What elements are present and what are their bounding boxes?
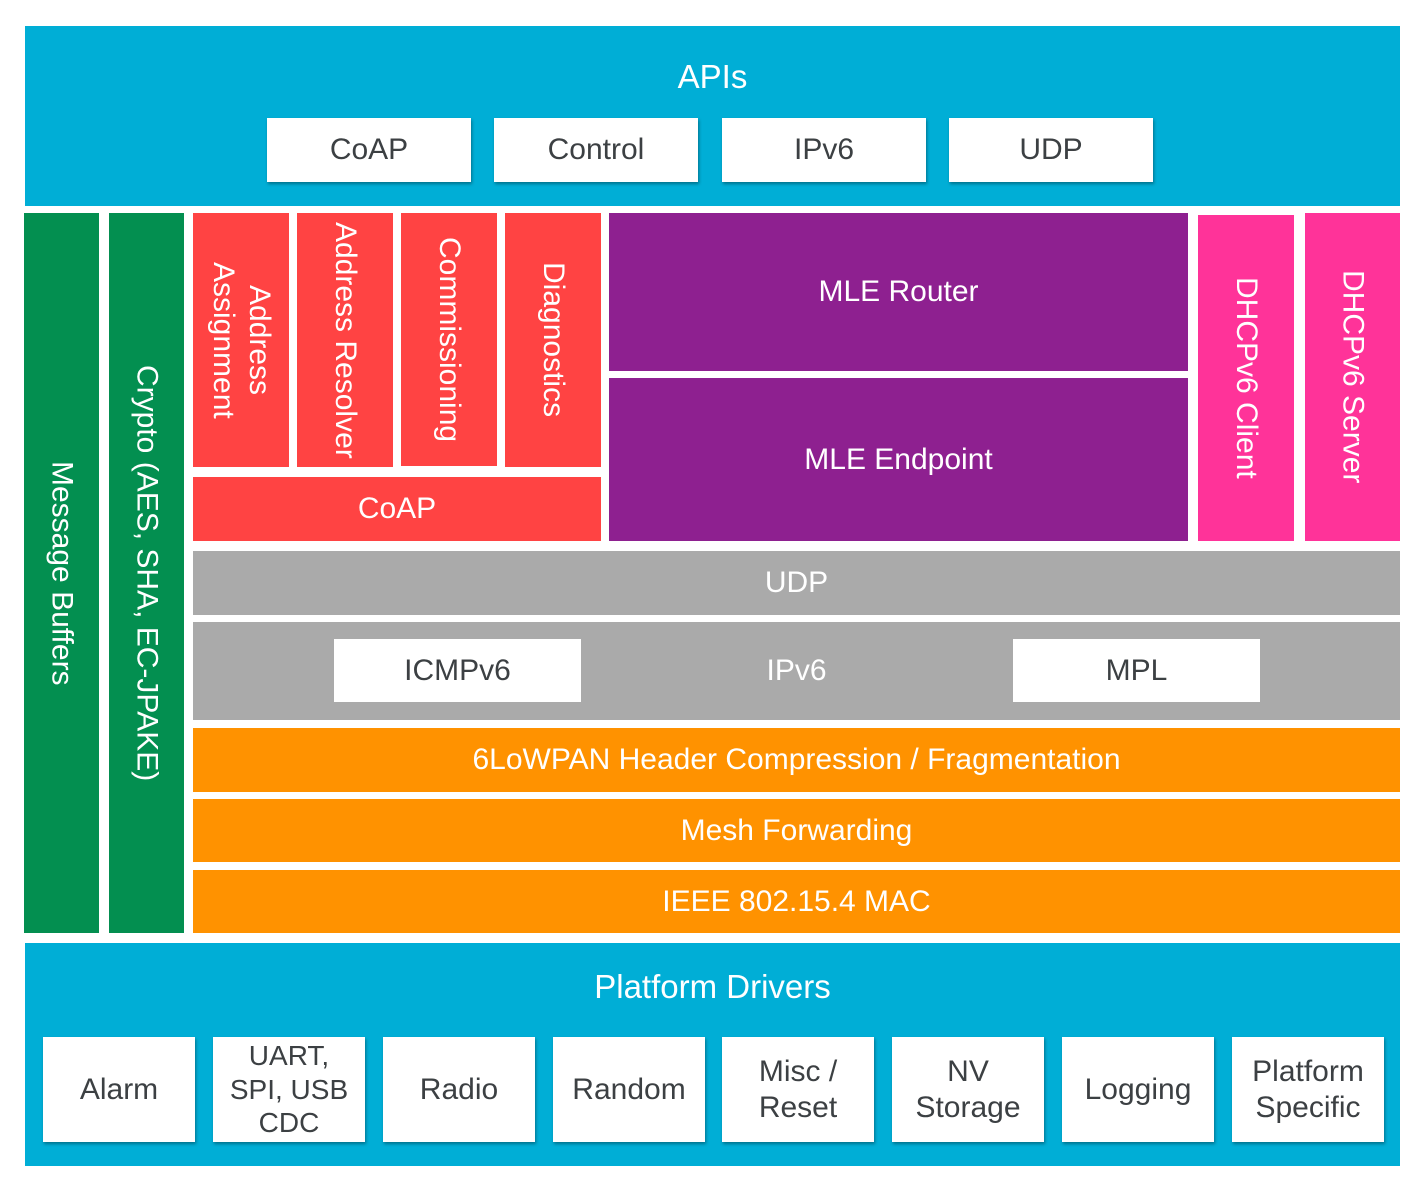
driver-random: Random <box>553 1037 705 1142</box>
api-udp: UDP <box>949 118 1153 182</box>
api-coap: CoAP <box>267 118 471 182</box>
udp-layer: UDP <box>193 551 1400 615</box>
coap-block: CoAP <box>193 477 601 541</box>
crypto-block: Crypto (AES, SHA, EC-JPAKE) <box>109 213 184 933</box>
driver-alarm: Alarm <box>43 1037 195 1142</box>
apis-layer <box>25 26 1400 206</box>
address-resolver-block: Address Resolver <box>297 213 393 467</box>
platform-drivers-title: Platform Drivers <box>594 968 831 1005</box>
api-control: Control <box>494 118 698 182</box>
driver-uart-spi-usb: UART, SPI, USB CDC <box>213 1037 365 1142</box>
6lowpan-layer: 6LoWPAN Header Compression / Fragmentati… <box>193 728 1400 792</box>
driver-platform-specific: Platform Specific <box>1232 1037 1384 1142</box>
driver-radio: Radio <box>383 1037 535 1142</box>
mle-router-block: MLE Router <box>609 213 1188 371</box>
address-assignment-block: Address Assignment <box>193 213 289 467</box>
driver-logging: Logging <box>1062 1037 1214 1142</box>
icmpv6-block: ICMPv6 <box>334 639 581 702</box>
mle-endpoint-block: MLE Endpoint <box>609 378 1188 541</box>
api-ipv6: IPv6 <box>722 118 926 182</box>
dhcpv6-server-block: DHCPv6 Server <box>1305 213 1400 541</box>
mesh-forwarding-layer: Mesh Forwarding <box>193 799 1400 862</box>
apis-title: APIs <box>677 58 748 95</box>
diagnostics-block: Diagnostics <box>505 213 601 467</box>
driver-misc-reset: Misc / Reset <box>722 1037 874 1142</box>
commissioning-block: Commissioning <box>401 213 497 466</box>
driver-nv-storage: NV Storage <box>892 1037 1044 1142</box>
mpl-block: MPL <box>1013 639 1260 702</box>
dhcpv6-client-block: DHCPv6 Client <box>1198 215 1294 541</box>
mac-layer: IEEE 802.15.4 MAC <box>193 870 1400 933</box>
message-buffers-block: Message Buffers <box>24 213 99 933</box>
